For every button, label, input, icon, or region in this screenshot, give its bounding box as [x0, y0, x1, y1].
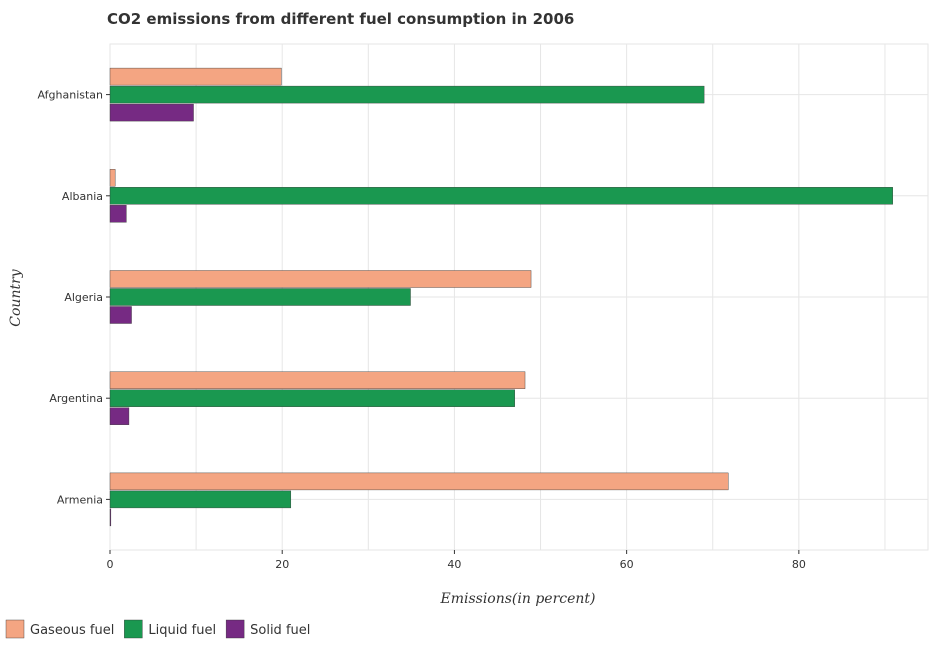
legend-label: Solid fuel: [250, 623, 310, 638]
bar-liquid-fuel-armenia: [109, 490, 292, 509]
y-tick-label: Algeria: [64, 291, 103, 304]
y-tick-label: Armenia: [57, 493, 103, 506]
legend-label: Liquid fuel: [148, 623, 216, 638]
bars: [109, 67, 893, 527]
bar-gaseous-fuel-argentina: [109, 371, 526, 389]
legend-swatch: [5, 619, 25, 639]
bar-liquid-fuel-afghanistan: [109, 85, 705, 104]
bar-solid-fuel-albania: [109, 205, 127, 223]
x-tick-label: 80: [792, 558, 806, 571]
legend-swatch: [225, 619, 245, 639]
bar-gaseous-fuel-albania: [109, 169, 116, 187]
x-tick-label: 40: [447, 558, 461, 571]
bar-solid-fuel-argentina: [109, 407, 130, 425]
x-tick-labels: 0 20 40 60 80: [107, 550, 806, 571]
bar-solid-fuel-algeria: [109, 306, 132, 324]
bar-solid-fuel-afghanistan: [109, 103, 194, 122]
x-tick-label: 0: [107, 558, 114, 571]
y-tick-label: Argentina: [49, 392, 103, 405]
y-tick-label: Albania: [62, 190, 103, 203]
chart-title: CO2 emissions from different fuel consum…: [107, 10, 574, 28]
x-tick-label: 20: [275, 558, 289, 571]
bar-gaseous-fuel-armenia: [109, 472, 729, 491]
y-tick-labels: Afghanistan Albania Algeria Argentina Armeni…: [38, 89, 110, 506]
bar-solid-fuel-armenia: [109, 508, 112, 527]
bar-liquid-fuel-algeria: [109, 288, 411, 306]
bar-liquid-fuel-argentina: [109, 389, 515, 407]
legend-label: Gaseous fuel: [30, 623, 114, 638]
bar-gaseous-fuel-algeria: [109, 270, 532, 288]
legend: Gaseous fuel Liquid fuel Solid fuel: [5, 619, 310, 639]
x-tick-label: 60: [620, 558, 634, 571]
bar-gaseous-fuel-afghanistan: [109, 67, 282, 86]
x-axis-label: Emissions(in percent): [439, 591, 595, 607]
y-axis-label: Country: [8, 268, 24, 326]
bar-liquid-fuel-albania: [109, 187, 893, 205]
y-tick-label: Afghanistan: [38, 89, 104, 102]
legend-swatch: [124, 619, 143, 639]
